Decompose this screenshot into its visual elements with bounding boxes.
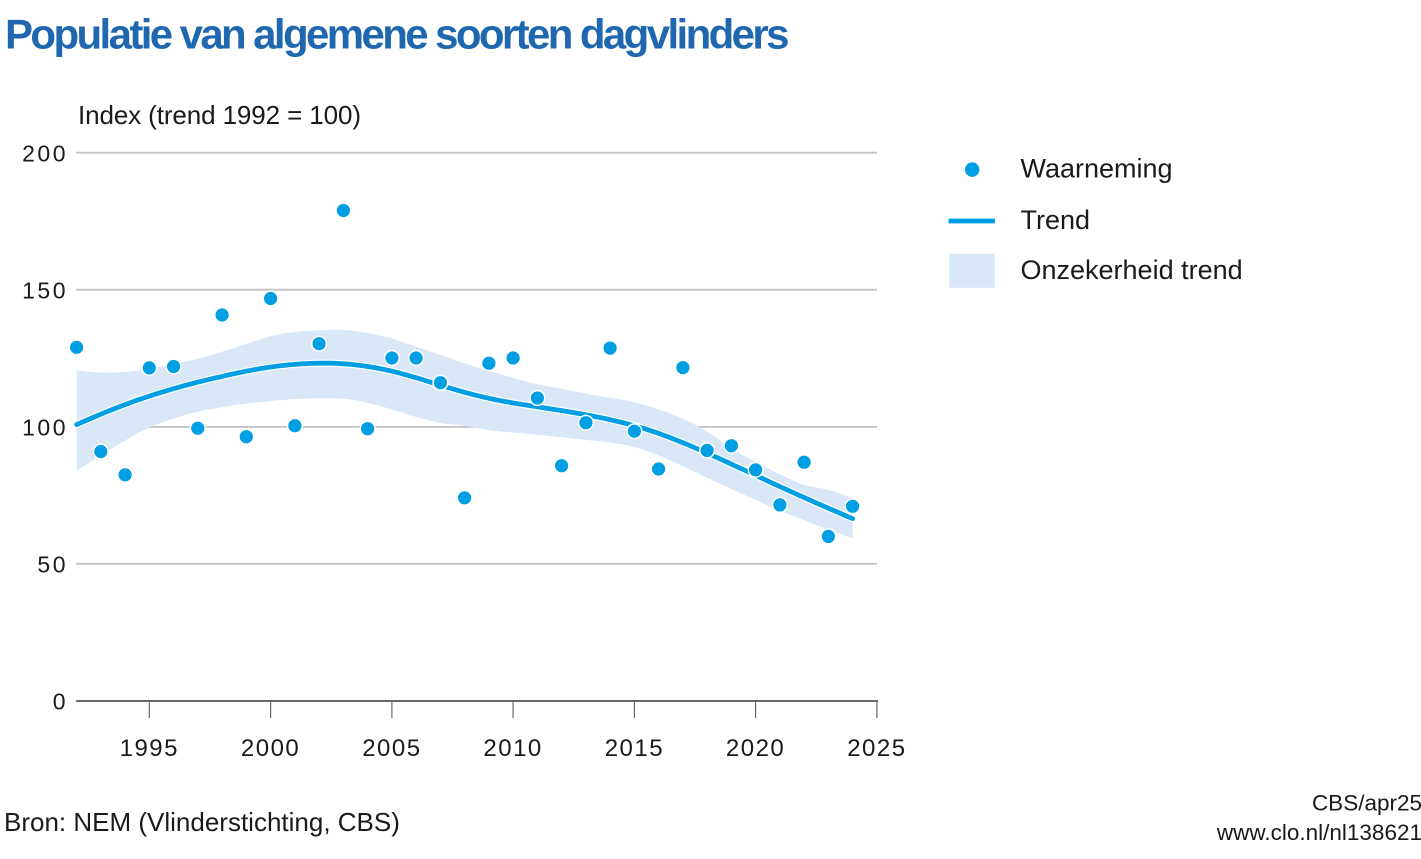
svg-text:2000: 2000 [241,735,300,762]
svg-text:Waarneming: Waarneming [1021,154,1173,184]
svg-text:100: 100 [22,415,68,441]
svg-text:CBS/apr25: CBS/apr25 [1312,791,1421,816]
svg-text:Bron: NEM (Vlinderstichting, C: Bron: NEM (Vlinderstichting, CBS) [4,807,400,837]
svg-text:2015: 2015 [605,735,664,762]
svg-text:50: 50 [37,552,68,578]
svg-text:2025: 2025 [847,735,906,762]
svg-text:www.clo.nl/nl138621: www.clo.nl/nl138621 [1216,820,1421,845]
svg-text:2010: 2010 [483,735,542,762]
svg-text:150: 150 [22,278,68,304]
svg-text:2005: 2005 [362,735,421,762]
svg-text:200: 200 [22,141,68,167]
svg-text:Trend: Trend [1021,205,1091,235]
svg-text:0: 0 [53,689,68,715]
svg-text:Populatie van algemene soorten: Populatie van algemene soorten dagvlinde… [5,11,789,58]
svg-text:2020: 2020 [726,735,785,762]
svg-text:Index (trend 1992 = 100): Index (trend 1992 = 100) [78,100,361,130]
svg-text:Onzekerheid trend: Onzekerheid trend [1021,255,1243,285]
svg-text:1995: 1995 [120,735,179,762]
